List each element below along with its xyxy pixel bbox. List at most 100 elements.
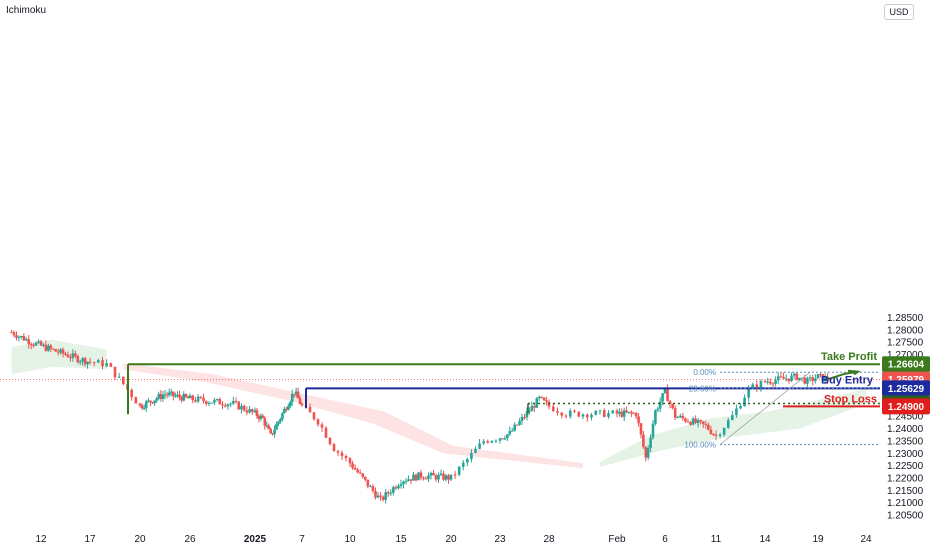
candle-body <box>386 492 390 494</box>
candle-body <box>149 400 152 403</box>
candle-body <box>663 387 667 394</box>
candle-body <box>590 414 593 418</box>
candle-body <box>253 410 257 412</box>
candle-body <box>366 479 370 487</box>
candle-body <box>735 408 738 416</box>
candle-body <box>210 402 213 404</box>
candle-body <box>520 416 524 421</box>
candle-body <box>336 451 340 453</box>
candle-body <box>61 349 65 354</box>
candle-body <box>577 411 581 417</box>
candle-body <box>611 410 615 414</box>
candle-body <box>32 344 35 346</box>
candle-body <box>97 360 100 363</box>
candle-body <box>712 433 715 435</box>
candle-body <box>178 394 181 398</box>
candle-body <box>54 349 57 352</box>
candle-body <box>255 410 259 417</box>
candle-body <box>340 452 344 457</box>
candle-body <box>528 411 531 413</box>
candle-body <box>656 408 660 411</box>
candle-body <box>634 413 638 417</box>
candle-body <box>704 423 708 425</box>
candle-body <box>283 408 286 414</box>
candle-body <box>76 355 80 363</box>
candle-body <box>470 452 473 459</box>
candle-body <box>461 462 465 467</box>
y-tick-label: 1.21000 <box>887 498 924 509</box>
candle-body <box>427 475 430 479</box>
candle-body <box>494 440 498 442</box>
candle-body <box>248 409 251 413</box>
candle-body <box>630 411 633 414</box>
candle-body <box>277 421 280 424</box>
y-tick-label: 1.28000 <box>887 325 924 336</box>
up-arrowhead-icon <box>847 369 861 376</box>
candle-body <box>424 478 428 480</box>
candle-body <box>113 366 117 378</box>
candle-body <box>644 447 648 458</box>
candle-body <box>434 475 438 480</box>
candle-body <box>344 456 348 459</box>
candle-body <box>381 496 385 500</box>
candle-body <box>188 395 192 399</box>
candle-body <box>442 473 445 480</box>
x-tick-label: 2025 <box>244 534 267 545</box>
candle-body <box>105 363 108 367</box>
candle-body <box>259 415 263 419</box>
candle-body <box>409 479 413 481</box>
candle-body <box>792 373 796 376</box>
candle-body <box>513 424 516 431</box>
candle-body <box>221 404 224 406</box>
candles <box>10 329 829 504</box>
candle-body <box>594 410 598 415</box>
currency-selector[interactable]: USD <box>884 4 914 20</box>
candle-body <box>447 475 450 480</box>
up-arrow-icon <box>827 370 859 381</box>
candle-body <box>466 458 469 463</box>
candle-body <box>308 406 312 413</box>
candle-body <box>71 353 75 358</box>
candle-body <box>707 424 710 430</box>
candle-body <box>564 415 568 417</box>
candle-body <box>620 411 624 417</box>
candle-body <box>25 339 28 341</box>
candle-body <box>49 345 53 349</box>
x-tick-label: 7 <box>299 534 305 545</box>
candle-body <box>285 408 288 411</box>
y-tick-label: 1.20500 <box>887 511 924 522</box>
buy-entry-tag: 1.25629 <box>888 384 925 395</box>
candle-body <box>751 384 755 388</box>
candle-body <box>101 360 104 367</box>
candle-body <box>701 421 705 424</box>
candle-body <box>774 380 777 384</box>
candle-body <box>263 417 267 426</box>
candle-body <box>731 415 734 420</box>
candle-body <box>348 458 352 464</box>
fib-label: 100.00% <box>684 441 716 450</box>
candle-body <box>535 398 539 408</box>
candle-body <box>161 395 165 399</box>
candle-body <box>81 358 84 362</box>
candle-body <box>394 487 398 489</box>
candle-body <box>666 387 669 402</box>
candle-body <box>312 412 316 420</box>
candle-body <box>755 384 759 389</box>
candle-body <box>654 410 657 424</box>
candle-body <box>42 344 45 346</box>
candle-body <box>364 476 367 480</box>
candle-body <box>353 468 357 470</box>
candle-body <box>437 475 440 480</box>
candle-body <box>83 358 87 365</box>
candle-body <box>457 466 461 475</box>
candle-body <box>787 378 791 382</box>
candle-body <box>453 474 457 476</box>
candle-body <box>37 341 40 343</box>
candle-body <box>547 401 551 407</box>
x-tick-label: 15 <box>395 534 407 545</box>
candle-body <box>803 377 807 384</box>
y-tick-label: 1.23000 <box>887 449 924 460</box>
candle-body <box>64 353 67 355</box>
